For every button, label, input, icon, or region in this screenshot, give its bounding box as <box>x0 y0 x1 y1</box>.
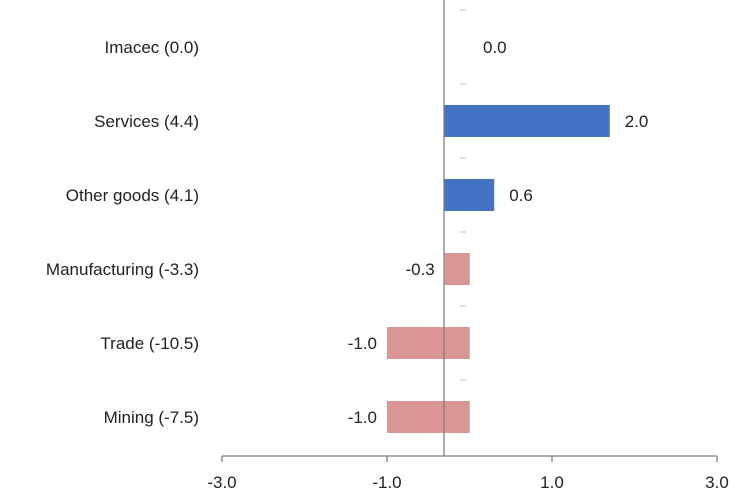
x-ticks-group: -3.0 -1.0 1.0 3.0 <box>207 456 729 492</box>
bar <box>444 179 495 211</box>
category-label: Imacec (0.0) <box>105 38 199 57</box>
category-labels-group: Imacec (0.0) Services (4.4) Other goods (4… <box>46 38 199 427</box>
category-label: Mining (-7.5) <box>104 408 199 427</box>
category-label: Other goods (4.1) <box>66 186 199 205</box>
bars-group <box>387 105 610 433</box>
category-label: Services (4.4) <box>94 112 199 131</box>
value-label: -1.0 <box>348 334 377 353</box>
x-tick-label: 1.0 <box>540 473 564 492</box>
category-ticks-group <box>460 9 466 381</box>
category-label: Manufacturing (-3.3) <box>46 260 199 279</box>
bar <box>387 401 470 433</box>
value-label: 0.0 <box>483 38 507 57</box>
x-tick-label: -3.0 <box>207 473 236 492</box>
value-label: -0.3 <box>405 260 434 279</box>
bar <box>444 253 470 285</box>
x-tick-label: 3.0 <box>705 473 729 492</box>
value-label: 2.0 <box>625 112 649 131</box>
value-label: -1.0 <box>348 408 377 427</box>
bar <box>444 105 610 137</box>
category-label: Trade (-10.5) <box>100 334 199 353</box>
value-label: 0.6 <box>509 186 533 205</box>
x-tick-label: -1.0 <box>372 473 401 492</box>
bar <box>387 327 470 359</box>
value-labels-group: 0.0 2.0 0.6 -0.3 -1.0 -1.0 <box>348 38 649 427</box>
